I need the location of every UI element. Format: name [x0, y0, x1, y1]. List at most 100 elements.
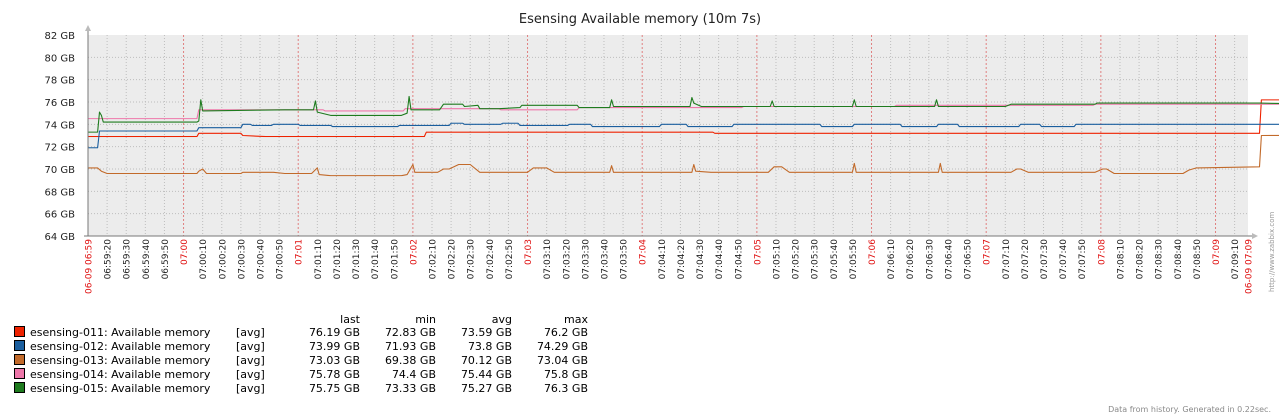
- x-tick-label: 07:01:30: [352, 239, 362, 280]
- x-tick-label: 07:07:20: [1021, 239, 1031, 280]
- x-tick-label: 07:02:30: [467, 239, 477, 280]
- x-tick-label: 07:06:50: [964, 239, 974, 280]
- x-start-label: 06-09 06:59: [85, 239, 95, 294]
- legend-last: 73.03 GB: [308, 354, 360, 367]
- x-tick-label: 07:04: [639, 239, 649, 265]
- zabbix-credit: http://www.zabbix.com: [1268, 211, 1276, 292]
- legend-last: 76.19 GB: [308, 326, 360, 339]
- legend-last: 75.75 GB: [308, 382, 360, 395]
- plot-area: [88, 35, 1248, 236]
- legend-series-name: esensing-013: Available memory: [30, 354, 211, 367]
- legend-row: esensing-012: Available memory [avg] 73.…: [14, 340, 588, 354]
- x-tick-label: 07:01:40: [371, 239, 381, 280]
- x-tick-label: 07:05:40: [830, 239, 840, 280]
- x-tick-label: 07:03:10: [543, 239, 553, 280]
- legend-series-name: esensing-015: Available memory: [30, 382, 211, 395]
- legend-header-avg: avg: [491, 313, 512, 326]
- x-tick-label: 07:06:20: [906, 239, 916, 280]
- x-tick-label: 07:06:40: [944, 239, 954, 280]
- legend-max: 76.3 GB: [543, 382, 588, 395]
- legend-row: esensing-014: Available memory [avg] 75.…: [14, 368, 588, 382]
- x-tick-label: 06:59:50: [161, 239, 171, 280]
- series-line: [88, 123, 1279, 148]
- x-tick-label: 07:00:50: [276, 239, 286, 280]
- legend-header-max: max: [564, 313, 588, 326]
- x-tick-label: 07:04:40: [715, 239, 725, 280]
- chart-title: Esensing Available memory (10m 7s): [519, 12, 761, 27]
- legend-min: 74.4 GB: [391, 368, 436, 381]
- y-tick-label: 72 GB: [44, 143, 75, 154]
- legend-max: 76.2 GB: [543, 326, 588, 339]
- legend-series-name: esensing-011: Available memory: [30, 326, 211, 339]
- x-tick-label: 07:03:30: [581, 239, 591, 280]
- x-tick-label: 07:09:10: [1231, 239, 1241, 280]
- y-tick-label: 82 GB: [44, 31, 75, 42]
- legend-swatch: [14, 340, 25, 351]
- x-tick-label: 07:04:50: [734, 239, 744, 280]
- x-tick-label: 07:05:30: [811, 239, 821, 280]
- x-tick-label: 07:08:50: [1193, 239, 1203, 280]
- y-tick-label: 78 GB: [44, 76, 75, 87]
- x-tick-label: 07:01: [295, 239, 305, 265]
- x-tick-label: 07:00:30: [237, 239, 247, 280]
- legend-row: esensing-013: Available memory [avg] 73.…: [14, 354, 588, 368]
- x-tick-label: 07:07:40: [1059, 239, 1069, 280]
- series-line: [88, 135, 1279, 176]
- x-tick-label: 07:06:10: [887, 239, 897, 280]
- legend-min: 72.83 GB: [384, 326, 436, 339]
- x-tick-label: 07:00:20: [218, 239, 228, 280]
- x-tick-label: 07:08:20: [1136, 239, 1146, 280]
- legend-avg: 75.27 GB: [460, 382, 512, 395]
- x-tick-label: 06:59:30: [123, 239, 133, 280]
- x-tick-label: 07:00:10: [199, 239, 209, 280]
- x-tick-label: 06:59:20: [104, 239, 114, 280]
- y-tick-label: 80 GB: [44, 53, 75, 64]
- x-tick-label: 07:04:30: [696, 239, 706, 280]
- x-tick-label: 07:07:30: [1040, 239, 1050, 280]
- x-tick-label: 07:03:20: [562, 239, 572, 280]
- y-axis-arrow-icon: [85, 25, 91, 31]
- x-tick-label: 07:05:10: [772, 239, 782, 280]
- x-tick-label: 07:02:20: [448, 239, 458, 280]
- x-tick-label: 07:01:20: [333, 239, 343, 280]
- legend-swatch: [14, 326, 25, 337]
- x-tick-label: 07:09: [1212, 239, 1222, 265]
- y-tick-label: 66 GB: [44, 210, 75, 221]
- x-axis-arrow-icon: [1252, 233, 1258, 239]
- legend-min: 71.93 GB: [384, 340, 436, 353]
- x-tick-label: 07:01:50: [390, 239, 400, 280]
- legend-header-last: last: [340, 313, 360, 326]
- x-end-label: 06-09 07:09: [1245, 239, 1255, 294]
- y-tick-label: 74 GB: [44, 120, 75, 131]
- x-tick-label: 07:02:40: [486, 239, 496, 280]
- y-tick-label: 70 GB: [44, 165, 75, 176]
- legend-min: 73.33 GB: [384, 382, 436, 395]
- legend-header-row: last min avg max: [14, 314, 588, 326]
- x-tick-label: 07:00:40: [256, 239, 266, 280]
- x-tick-label: 07:06:30: [925, 239, 935, 280]
- x-tick-label: 07:08:30: [1155, 239, 1165, 280]
- series-line: [88, 96, 1279, 132]
- x-tick-label: 06:59:40: [142, 239, 152, 280]
- x-tick-label: 07:06: [868, 239, 878, 265]
- x-tick-label: 07:03: [524, 239, 534, 265]
- series-lines: [88, 96, 1279, 175]
- y-tick-label: 68 GB: [44, 187, 75, 198]
- x-tick-label: 07:08:40: [1174, 239, 1184, 280]
- legend-avg: 73.59 GB: [460, 326, 512, 339]
- legend-row: esensing-011: Available memory [avg] 76.…: [14, 326, 588, 340]
- x-tick-label: 07:08:10: [1116, 239, 1126, 280]
- series-line: [88, 100, 1279, 137]
- x-tick-label: 07:08: [1097, 239, 1107, 265]
- x-tick-label: 07:05:20: [792, 239, 802, 280]
- legend-min: 69.38 GB: [384, 354, 436, 367]
- x-tick-label: 07:04:20: [677, 239, 687, 280]
- legend-function: [avg]: [236, 340, 265, 353]
- legend-avg: 73.8 GB: [467, 340, 512, 353]
- x-tick-labels: 06:59:20 06:59:30 06:59:40 06:59:50 07:00 07:…: [85, 239, 1255, 294]
- legend-function: [avg]: [236, 368, 265, 381]
- legend-function: [avg]: [236, 326, 265, 339]
- x-tick-label: 07:01:10: [314, 239, 324, 280]
- legend-max: 73.04 GB: [536, 354, 588, 367]
